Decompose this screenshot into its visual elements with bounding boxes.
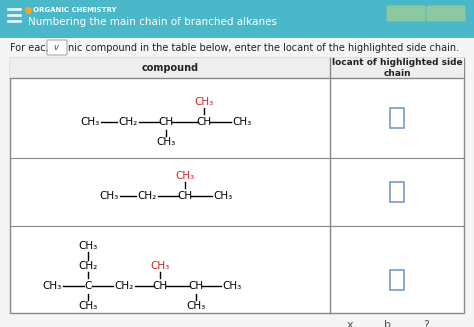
- Text: CH₂: CH₂: [118, 117, 137, 127]
- Text: CH₃: CH₃: [100, 191, 118, 201]
- Bar: [334, 316, 464, 327]
- Text: CH₃: CH₃: [186, 301, 206, 311]
- Bar: [390, 182, 404, 202]
- Text: ORGANIC CHEMISTRY: ORGANIC CHEMISTRY: [33, 7, 117, 13]
- Text: CH₃: CH₃: [42, 281, 62, 291]
- Text: locant of highlighted side
chain: locant of highlighted side chain: [332, 58, 462, 78]
- Text: CH₃: CH₃: [150, 261, 170, 271]
- Text: CH₃: CH₃: [78, 241, 98, 251]
- Text: CH₃: CH₃: [194, 97, 214, 107]
- Text: nic compound in the table below, enter the locant of the highlighted side chain.: nic compound in the table below, enter t…: [68, 43, 459, 53]
- Bar: [0, 0, 474, 38]
- Text: compound: compound: [141, 63, 199, 73]
- Text: v: v: [53, 43, 58, 53]
- Text: CH: CH: [158, 117, 173, 127]
- Text: CH₃: CH₃: [81, 117, 100, 127]
- Text: CH₂: CH₂: [137, 191, 156, 201]
- Bar: [390, 269, 404, 289]
- Text: ?: ?: [423, 320, 429, 327]
- Text: CH: CH: [196, 117, 211, 127]
- Text: C: C: [84, 281, 91, 291]
- Text: CH₃: CH₃: [232, 117, 252, 127]
- Text: CH: CH: [153, 281, 168, 291]
- Text: CH₂: CH₂: [114, 281, 134, 291]
- FancyBboxPatch shape: [47, 40, 67, 55]
- Text: For eac.: For eac.: [10, 43, 49, 53]
- Text: CH: CH: [177, 191, 192, 201]
- Bar: [390, 108, 404, 128]
- Text: b: b: [384, 320, 392, 327]
- Text: CH₃: CH₃: [175, 171, 195, 181]
- FancyBboxPatch shape: [386, 6, 426, 22]
- Bar: [10, 58, 464, 313]
- Text: CH: CH: [189, 281, 203, 291]
- FancyBboxPatch shape: [427, 6, 465, 22]
- Text: CH₃: CH₃: [156, 137, 176, 147]
- Text: CH₃: CH₃: [78, 301, 98, 311]
- Text: CH₂: CH₂: [78, 261, 98, 271]
- Text: x: x: [346, 320, 353, 327]
- Text: CH₃: CH₃: [213, 191, 233, 201]
- Bar: [10, 58, 464, 78]
- Text: Numbering the main chain of branched alkanes: Numbering the main chain of branched alk…: [28, 17, 277, 27]
- Text: CH₃: CH₃: [222, 281, 242, 291]
